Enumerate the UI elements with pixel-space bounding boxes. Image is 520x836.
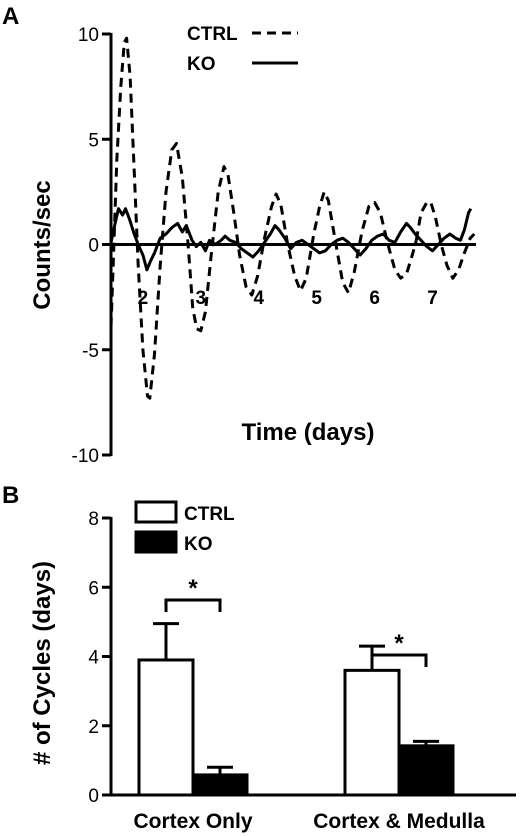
panel-b-y-tick-label: 6 [88, 578, 99, 599]
panel-a-series-ko-line [109, 207, 473, 272]
panel-a-legend-label-ctrl: CTRL [187, 24, 238, 45]
panel-b-bar-ko [191, 773, 249, 797]
panel-a-y-axis-label: Counts/sec [29, 180, 56, 309]
panel-a-day-label: 4 [253, 288, 264, 309]
panel-b-y-tick-label: 4 [88, 648, 99, 669]
panel-a-day-label: 7 [427, 288, 438, 309]
panel-b-y-tick-label: 8 [88, 509, 99, 530]
panel-a-y-tick-label: 0 [88, 236, 99, 257]
panel-a-y-ticks: -10 -5 0 5 10 [72, 25, 111, 467]
panel-a-letter: A [2, 3, 19, 30]
panel-a-day-label: 5 [311, 288, 322, 309]
panel-a-day-label: 2 [138, 288, 149, 309]
panel-a-series [109, 36, 476, 400]
panel-b-significance-bracket [370, 653, 428, 667]
panel-a-x-axis-label: Time (days) [242, 419, 375, 446]
panel-a-day-label: 3 [196, 288, 207, 309]
panel-b-bars [137, 622, 455, 797]
panel-a-series-ctrl-line [109, 36, 418, 400]
panel-b-significance-star: * [188, 575, 198, 602]
panel-b-significance: ** [164, 575, 428, 667]
panel-a-day-label: 6 [369, 288, 380, 309]
panel-b-y-ticks: 0 2 4 6 8 [88, 509, 111, 807]
panel-a-legend: CTRL KO [187, 24, 298, 75]
panel-b-bar-ko [397, 744, 455, 797]
panel-b-legend: CTRL KO [134, 500, 235, 555]
panel-b-y-tick-label: 0 [88, 786, 99, 807]
panel-a-y-tick-label: 10 [78, 25, 99, 46]
panel-b-bar-ctrl [343, 668, 401, 797]
panel-a-y-tick-label: 5 [88, 130, 99, 151]
panel-b-y-tick-label: 2 [88, 717, 99, 738]
panel-b-category-label: Cortex Only [133, 810, 252, 833]
panel-a-day-labels: 2 3 4 5 6 7 [138, 288, 438, 309]
panel-b-significance-bracket [164, 598, 222, 612]
panel-b-legend-label-ko: KO [184, 534, 213, 555]
panel-b-legend-swatch-ctrl [134, 500, 178, 524]
panel-a-y-tick-label: -5 [82, 341, 99, 362]
panel-a-series-ctrl-line [414, 200, 476, 280]
panel-b-category-labels: Cortex Only Cortex & Medulla [133, 810, 485, 833]
panel-a-y-tick-label: -10 [72, 446, 99, 467]
panel-b-y-axis-label: # of Cycles (days) [29, 561, 56, 765]
panel-a-legend-label-ko: KO [187, 54, 216, 75]
panel-b-category-label: Cortex & Medulla [313, 810, 485, 833]
panel-b-legend-label-ctrl: CTRL [184, 504, 235, 525]
panel-b-bar-ctrl [137, 658, 195, 797]
panel-b-letter: B [2, 482, 19, 509]
panel-b-significance-star: * [394, 630, 404, 657]
panel-a-line-chart: -10 -5 0 5 10 2 3 4 5 6 7 CTRL KO Counts/sec Time … [29, 24, 476, 467]
panel-b-legend-swatch-ko [134, 530, 178, 554]
